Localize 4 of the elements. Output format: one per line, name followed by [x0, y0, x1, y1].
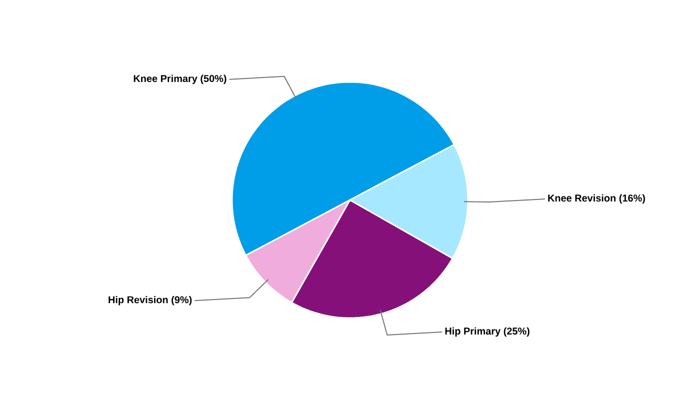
- slice-label: Hip Primary (25%): [445, 327, 530, 337]
- slice-label: Knee Revision (16%): [548, 194, 645, 204]
- slice-label: Knee Primary (50%): [134, 74, 226, 84]
- slice-label: Hip Revision (9%): [108, 296, 192, 306]
